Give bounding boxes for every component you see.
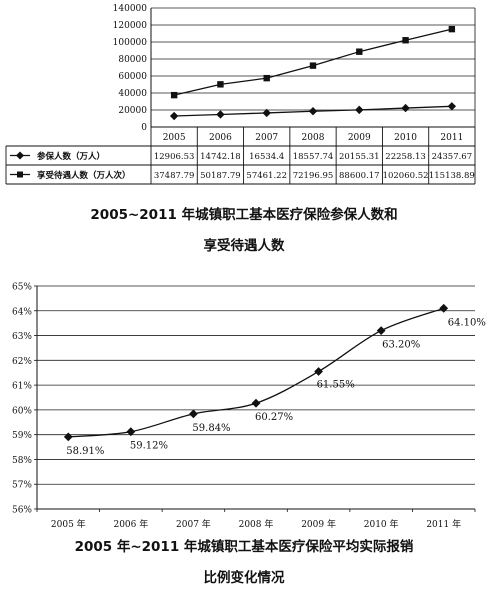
data-label: 64.10% xyxy=(448,317,486,328)
table-value: 50187.79 xyxy=(200,171,241,181)
y-tick-label: 61% xyxy=(12,382,32,392)
y-tick-label: 59% xyxy=(12,431,32,441)
legend-marker xyxy=(17,171,23,178)
y-tick-label: 80000 xyxy=(118,55,147,65)
table-value: 16534.4 xyxy=(249,152,284,162)
data-point-series-1 xyxy=(169,111,179,121)
data-point xyxy=(251,398,261,408)
y-tick-label: 40000 xyxy=(118,89,147,99)
legend-entry: 享受待遇人数（万人次） xyxy=(37,170,131,181)
chart-caption: 比例变化情况 xyxy=(204,569,285,586)
y-tick-label: 60% xyxy=(12,406,32,416)
y-tick-label: 56% xyxy=(12,506,32,516)
legend-entry: 参保人数（万人） xyxy=(37,151,105,162)
chart-reimbursement-ratio: 56% 57% 58% 59% 60% 61% 62% 63% 64% 65% 2005 年 2006… xyxy=(12,283,486,587)
y-tick-label: 60000 xyxy=(118,72,147,82)
data-point-series-1 xyxy=(355,105,364,115)
x-tick-label: 2008 xyxy=(302,133,325,143)
chart-caption: 享受待遇人数 xyxy=(204,237,285,254)
table-value: 14742.18 xyxy=(200,152,241,162)
data-point xyxy=(376,326,386,335)
table-value: 18557.74 xyxy=(293,152,334,162)
data-point-series-2 xyxy=(170,91,178,99)
table-value: 24357.67 xyxy=(432,152,473,162)
y-tick-label: 57% xyxy=(12,481,32,491)
data-label: 61.55% xyxy=(317,379,355,390)
y-tick-label: 0 xyxy=(141,123,147,133)
x-tick-label: 2007 xyxy=(255,133,278,143)
chart-caption: 2005 年~2011 年城镇职工基本医疗保险平均实际报销 xyxy=(75,538,414,555)
table-value: 20155.31 xyxy=(339,152,380,162)
table-value: 57461.22 xyxy=(246,171,287,181)
data-point-series-2 xyxy=(217,81,224,88)
x-tick-label: 2006 年 xyxy=(113,518,148,530)
y-tick-label: 140000 xyxy=(113,4,148,14)
data-point-series-2 xyxy=(402,37,409,44)
y-tick-label: 20000 xyxy=(118,106,147,116)
legend-marker xyxy=(16,151,24,160)
x-tick-label: 2005 xyxy=(163,133,186,143)
data-point-series-2 xyxy=(356,48,363,55)
data-label: 59.12% xyxy=(130,441,168,452)
data-point-series-2 xyxy=(448,25,456,33)
data-point xyxy=(189,409,198,419)
data-point-series-2 xyxy=(263,74,270,82)
y-tick-label: 58% xyxy=(12,456,32,466)
x-tick-label: 2010 xyxy=(394,133,417,143)
y-tick-label: 65% xyxy=(12,283,32,293)
data-point xyxy=(314,367,323,376)
data-point-series-1 xyxy=(447,102,457,111)
table-value: 115138.89 xyxy=(429,171,475,181)
x-tick-label: 2005 年 xyxy=(51,518,86,530)
data-label: 60.27% xyxy=(255,412,293,423)
y-tick-label: 64% xyxy=(12,307,32,317)
data-label: 58.91% xyxy=(66,446,104,457)
x-tick-label: 2009 xyxy=(348,133,371,143)
data-point xyxy=(439,303,449,313)
table-value: 88600.17 xyxy=(339,171,380,181)
chart-enrollment-and-beneficiaries: 0 20000 40000 60000 80000 100000 120000 140000 2… xyxy=(5,4,476,254)
x-tick-label: 2009 年 xyxy=(301,518,336,530)
data-point-series-2 xyxy=(309,62,317,69)
data-label: 59.84% xyxy=(192,423,230,434)
data-point-series-1 xyxy=(401,103,410,113)
x-tick-label: 2011 年 xyxy=(426,518,461,530)
x-tick-label: 2006 xyxy=(209,133,232,143)
x-tick-label: 2007 年 xyxy=(176,518,211,530)
table-value: 22258.13 xyxy=(385,152,426,162)
data-point-series-1 xyxy=(308,107,318,116)
data-point-series-1 xyxy=(262,108,271,118)
series-line-2 xyxy=(173,28,453,96)
y-tick-label: 100000 xyxy=(113,38,148,48)
data-point-series-1 xyxy=(216,110,225,119)
chart-caption: 2005~2011 年城镇职工基本医疗保险参保人数和 xyxy=(90,206,397,223)
table-value: 102060.52 xyxy=(383,171,429,181)
table-value: 37487.79 xyxy=(154,171,195,181)
table-value: 72196.95 xyxy=(293,171,334,181)
x-tick-label: 2011 xyxy=(440,133,463,143)
data-point xyxy=(63,432,73,442)
x-tick-label: 2008 年 xyxy=(239,518,274,530)
y-tick-label: 63% xyxy=(12,332,32,342)
data-label: 63.20% xyxy=(382,340,420,351)
data-point xyxy=(126,427,136,437)
x-tick-label: 2010 年 xyxy=(364,518,399,530)
y-tick-label: 62% xyxy=(12,357,32,367)
table-value: 12906.53 xyxy=(154,152,195,162)
y-tick-label: 120000 xyxy=(113,21,148,31)
